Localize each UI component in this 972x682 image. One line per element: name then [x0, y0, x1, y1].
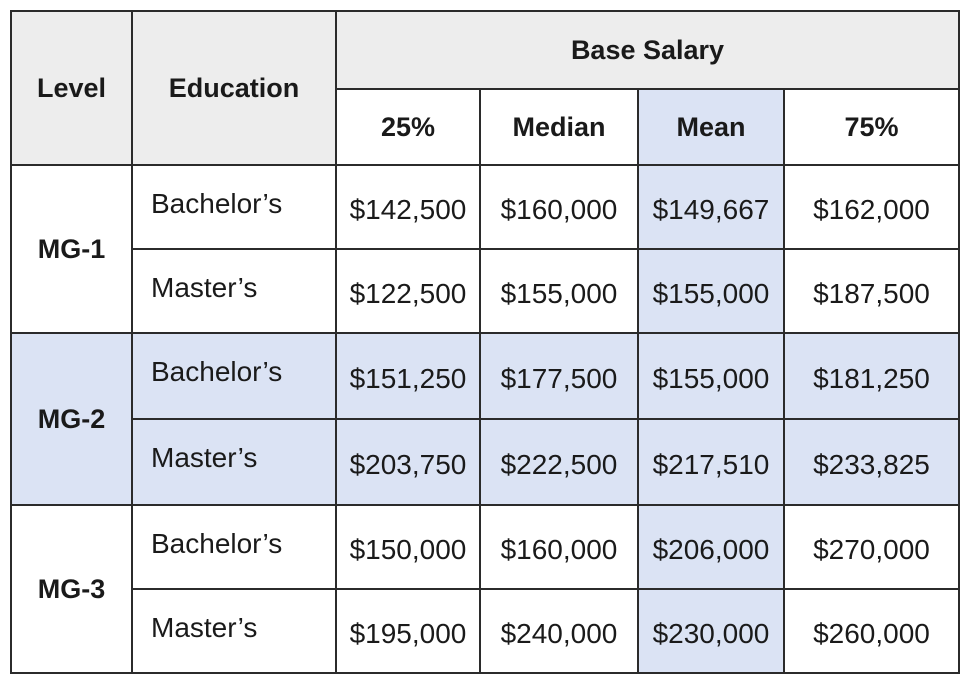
value-cell-median: $222,500 [479, 418, 639, 506]
education-cell: Bachelor’s [131, 504, 337, 590]
value-cell-median: $160,000 [479, 164, 639, 250]
value-cell-mean: $155,000 [637, 332, 785, 420]
header-row-columns: 25% Median Mean 75% [11, 88, 960, 166]
salary-table: Level Education Base Salary 25% Median M… [10, 10, 960, 674]
value-cell-25: $150,000 [335, 504, 481, 590]
header-col-75: 75% [783, 88, 960, 166]
header-education: Education [131, 10, 337, 166]
education-cell: Bachelor’s [131, 164, 337, 250]
value-cell-median: $155,000 [479, 248, 639, 334]
header-col-mean: Mean [637, 88, 785, 166]
value-cell-75: $233,825 [783, 418, 960, 506]
value-cell-median: $240,000 [479, 588, 639, 674]
header-col-median: Median [479, 88, 639, 166]
value-cell-mean: $206,000 [637, 504, 785, 590]
table-row: Master’s $122,500 $155,000 $155,000 $187… [11, 248, 960, 334]
header-level: Level [10, 10, 133, 166]
education-cell: Master’s [131, 418, 337, 506]
header-base-salary: Base Salary [335, 10, 960, 90]
value-cell-median: $177,500 [479, 332, 639, 420]
header-col-25: 25% [335, 88, 481, 166]
education-cell: Master’s [131, 588, 337, 674]
education-cell: Bachelor’s [131, 332, 337, 420]
value-cell-75: $270,000 [783, 504, 960, 590]
level-cell: MG-2 [10, 332, 133, 506]
value-cell-25: $122,500 [335, 248, 481, 334]
table-row: MG-1 Bachelor’s $142,500 $160,000 $149,6… [10, 164, 960, 334]
value-cell-75: $181,250 [783, 332, 960, 420]
value-cell-75: $187,500 [783, 248, 960, 334]
table-row: MG-3 Bachelor’s $150,000 $160,000 $206,0… [10, 504, 960, 674]
value-cell-mean: $155,000 [637, 248, 785, 334]
table-row: Master’s $203,750 $222,500 $217,510 $233… [11, 418, 960, 506]
table-row: MG-2 Bachelor’s $151,250 $177,500 $155,0… [10, 332, 960, 506]
value-cell-75: $162,000 [783, 164, 960, 250]
value-cell-25: $195,000 [335, 588, 481, 674]
value-cell-25: $203,750 [335, 418, 481, 506]
level-cell: MG-3 [10, 504, 133, 674]
value-cell-mean: $149,667 [637, 164, 785, 250]
table-row: Master’s $195,000 $240,000 $230,000 $260… [11, 588, 960, 674]
value-cell-mean: $217,510 [637, 418, 785, 506]
value-cell-median: $160,000 [479, 504, 639, 590]
value-cell-mean: $230,000 [637, 588, 785, 674]
education-cell: Master’s [131, 248, 337, 334]
value-cell-25: $151,250 [335, 332, 481, 420]
level-cell: MG-1 [10, 164, 133, 334]
value-cell-75: $260,000 [783, 588, 960, 674]
value-cell-25: $142,500 [335, 164, 481, 250]
header-row-top: Level Education Base Salary [10, 10, 960, 166]
